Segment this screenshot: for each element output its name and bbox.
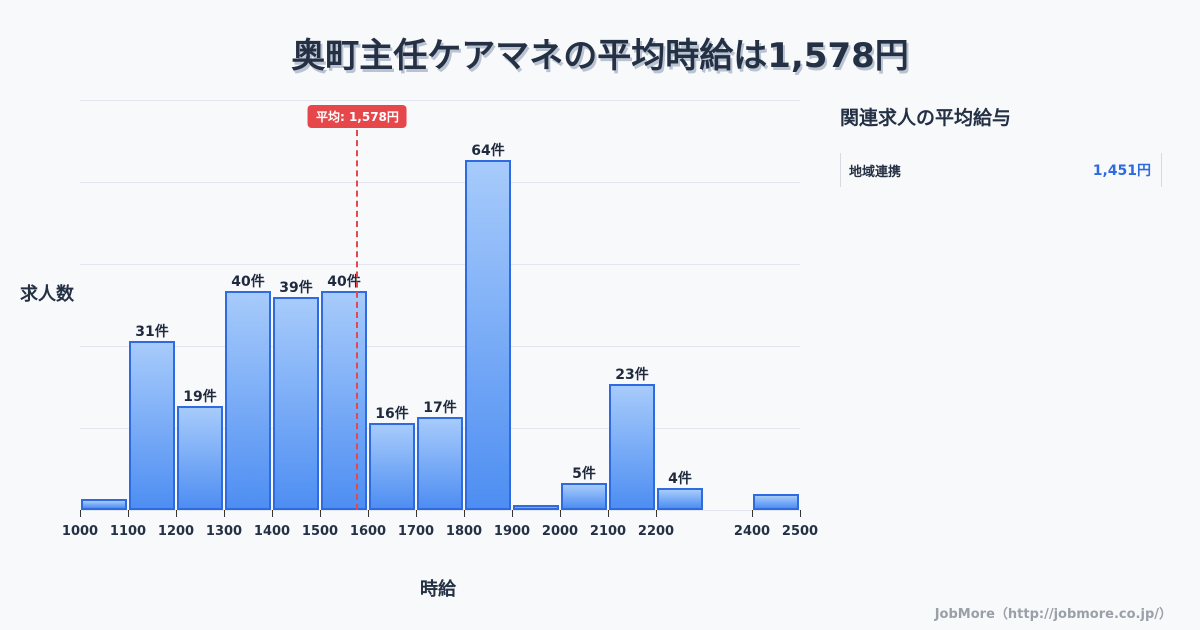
histogram-bar xyxy=(225,291,271,510)
x-tick-label: 1100 xyxy=(109,524,147,539)
x-tick xyxy=(464,510,465,517)
x-tick xyxy=(272,510,273,517)
x-axis-label: 時給 xyxy=(420,579,456,600)
x-tick-label: 2400 xyxy=(733,524,771,539)
related-salary-row: 地域連携 1,451円 xyxy=(840,153,1162,187)
bar-value-label: 4件 xyxy=(668,471,692,488)
histogram-bar xyxy=(273,296,319,510)
x-tick xyxy=(320,510,321,517)
histogram-bar xyxy=(657,488,703,510)
x-tick-label: 1000 xyxy=(61,524,99,539)
bar-value-label: 40件 xyxy=(231,274,265,291)
x-tick-label: 1500 xyxy=(301,524,339,539)
x-tick xyxy=(560,510,561,517)
related-salary-panel: 関連求人の平均給与 地域連携 1,451円 xyxy=(840,103,1170,187)
bar-value-label: 31件 xyxy=(135,323,169,340)
x-tick xyxy=(656,510,657,517)
x-tick xyxy=(512,510,513,517)
x-tick xyxy=(224,510,225,517)
gridline xyxy=(80,510,800,511)
histogram-bar xyxy=(81,499,127,510)
y-axis-label: 求人数 xyxy=(20,284,74,305)
x-tick-label: 1800 xyxy=(445,524,483,539)
page-title: 奥町主任ケアマネの平均時給は1,578円 xyxy=(291,36,909,76)
bar-value-label: 19件 xyxy=(183,389,217,406)
bar-value-label: 16件 xyxy=(375,405,409,422)
x-tick-label: 1700 xyxy=(397,524,435,539)
histogram-bar xyxy=(321,291,367,510)
footer-credit: JobMore（http://jobmore.co.jp/） xyxy=(934,607,1172,622)
histogram-plot: 31件 19件 40件 39件 40件 16件 17件 64件 5件 23件 4件 1000 1100 1… xyxy=(62,100,818,539)
histogram-bar xyxy=(513,504,559,510)
x-tick-label: 1400 xyxy=(253,524,291,539)
x-tick-label: 2100 xyxy=(589,524,627,539)
x-tick-label: 2000 xyxy=(541,524,579,539)
histogram-bar xyxy=(561,482,607,510)
histogram-bar xyxy=(609,384,655,510)
average-line xyxy=(356,130,359,510)
histogram-bar xyxy=(129,340,175,510)
x-tick-label: 2200 xyxy=(637,524,675,539)
x-tick xyxy=(608,510,609,517)
x-tick xyxy=(128,510,129,517)
bar-value-label: 17件 xyxy=(423,400,457,417)
gridline xyxy=(80,264,800,265)
gridline xyxy=(80,346,800,347)
x-tick xyxy=(80,510,81,517)
related-salary-label: 地域連携 xyxy=(849,164,902,180)
x-tick-label: 1600 xyxy=(349,524,387,539)
bar-value-label: 23件 xyxy=(615,367,649,384)
x-tick-label: 1200 xyxy=(157,524,195,539)
bar-value-label: 39件 xyxy=(279,279,313,296)
average-badge: 平均: 1,578円 xyxy=(307,105,407,128)
x-tick xyxy=(368,510,369,517)
bar-value-label: 40件 xyxy=(327,274,361,291)
x-tick xyxy=(176,510,177,517)
histogram-bar xyxy=(417,417,463,510)
gridline xyxy=(80,100,800,101)
bar-value-label: 5件 xyxy=(572,465,596,482)
histogram-bar xyxy=(753,493,799,510)
x-tick-label: 1900 xyxy=(493,524,531,539)
x-tick xyxy=(416,510,417,517)
bar-value-label: 64件 xyxy=(471,143,505,160)
histogram-bar xyxy=(177,406,223,510)
x-tick xyxy=(752,510,753,517)
gridline xyxy=(80,182,800,183)
x-tick-label: 2500 xyxy=(781,524,819,539)
related-salary-value: 1,451円 xyxy=(1092,163,1151,179)
x-tick xyxy=(800,510,801,517)
related-salary-title: 関連求人の平均給与 xyxy=(840,107,1012,129)
histogram-bar xyxy=(465,160,511,510)
histogram-bar xyxy=(369,422,415,510)
x-tick-label: 1300 xyxy=(205,524,243,539)
